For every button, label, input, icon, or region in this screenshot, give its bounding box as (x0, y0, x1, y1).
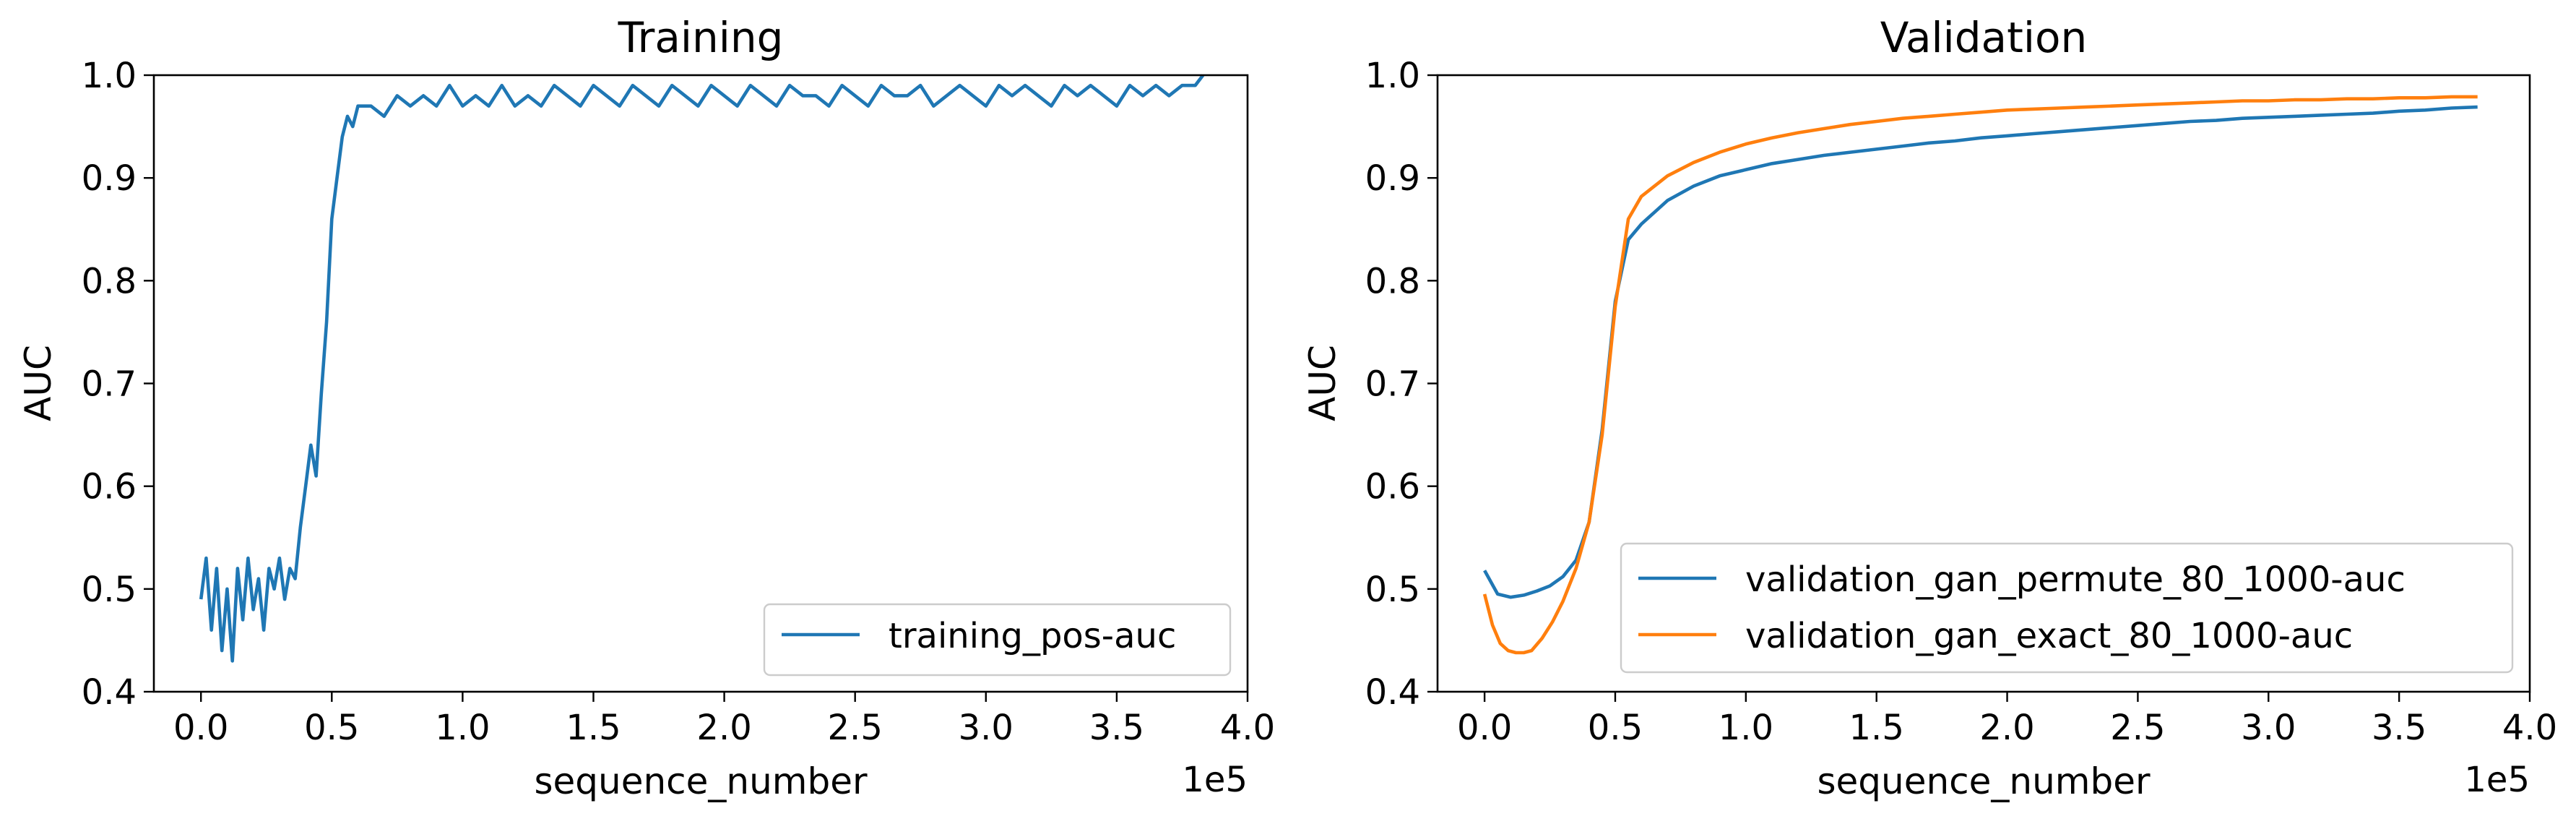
training-yticks: 0.4 0.5 0.6 0.7 0.8 0.9 1.0 (82, 56, 154, 713)
validation-ytick-label: 0.5 (1365, 570, 1420, 610)
training-title: Training (618, 13, 784, 62)
validation-ytick-label: 0.4 (1365, 672, 1420, 713)
validation-legend-label-1: validation_gan_exact_80_1000-auc (1745, 616, 2353, 656)
validation-xtick-label: 1.5 (1849, 708, 1904, 748)
validation-yticks: 0.4 0.5 0.6 0.7 0.8 0.9 1.0 (1365, 56, 1438, 713)
validation-x-offset-label: 1e5 (2464, 760, 2530, 800)
validation-legend-label-0: validation_gan_permute_80_1000-auc (1745, 559, 2406, 600)
training-ytick-label: 0.7 (82, 364, 137, 405)
validation-xtick-label: 0.5 (1588, 708, 1643, 748)
training-xtick-label: 4.0 (1220, 708, 1275, 748)
training-plot-area (152, 74, 1249, 693)
training-ytick-label: 0.6 (82, 467, 137, 507)
validation-xtick-label: 3.0 (2241, 708, 2296, 748)
validation-x-axis-label: sequence_number (1817, 760, 2151, 802)
training-panel: Training 0.0 0.5 1.0 1.5 2.0 2.5 3.0 3.5 4.0 0.4… (17, 13, 1275, 802)
training-legend-label-0: training_pos-auc (889, 616, 1176, 656)
validation-ytick-label: 0.7 (1365, 364, 1420, 405)
validation-ytick-label: 0.9 (1365, 158, 1420, 199)
validation-xtick-label: 2.5 (2110, 708, 2165, 748)
validation-ytick-label: 0.6 (1365, 467, 1420, 507)
validation-series-layer (1482, 95, 2478, 655)
training-y-axis-label: AUC (17, 345, 59, 421)
training-xtick-label: 1.0 (435, 708, 490, 748)
training-xtick-label: 2.5 (828, 708, 883, 748)
training-x-axis-label: sequence_number (534, 760, 868, 802)
training-xtick-label: 0.0 (173, 708, 228, 748)
training-xtick-label: 3.5 (1089, 708, 1144, 748)
training-series-0-line (199, 74, 1205, 663)
validation-panel: Validation 0.0 0.5 1.0 1.5 2.0 2.5 3.0 3.5 4.0 0… (1302, 13, 2557, 802)
validation-xtick-label: 1.0 (1719, 708, 1773, 748)
training-xtick-label: 3.0 (959, 708, 1013, 748)
training-legend: training_pos-auc (763, 603, 1232, 677)
training-ytick-label: 0.4 (82, 672, 137, 713)
validation-series-0-line (1483, 105, 2478, 599)
training-axes-frame (152, 74, 1249, 693)
validation-legend: validation_gan_permute_80_1000-auc valid… (1620, 542, 2514, 674)
validation-series-1-line (1482, 95, 2478, 655)
training-ytick-label: 1.0 (82, 56, 137, 96)
training-ytick-label: 0.5 (82, 570, 137, 610)
training-x-offset-label: 1e5 (1182, 760, 1248, 800)
training-ytick-label: 0.9 (82, 158, 137, 199)
training-xtick-label: 0.5 (304, 708, 359, 748)
training-xtick-label: 2.0 (696, 708, 751, 748)
validation-xtick-label: 0.0 (1457, 708, 1512, 748)
validation-ytick-label: 0.8 (1365, 261, 1420, 301)
validation-xtick-label: 3.5 (2372, 708, 2426, 748)
validation-xtick-label: 2.0 (1979, 708, 2034, 748)
validation-y-axis-label: AUC (1302, 345, 1344, 421)
validation-xticks: 0.0 0.5 1.0 1.5 2.0 2.5 3.0 3.5 4.0 (1457, 692, 2557, 748)
validation-plot-area (1436, 74, 2531, 693)
validation-ytick-label: 1.0 (1365, 56, 1420, 96)
training-xticks: 0.0 0.5 1.0 1.5 2.0 2.5 3.0 3.5 4.0 (173, 692, 1275, 748)
validation-xtick-label: 4.0 (2502, 708, 2557, 748)
training-xtick-label: 1.5 (566, 708, 621, 748)
training-ytick-label: 0.8 (82, 261, 137, 301)
training-series-layer (199, 74, 1205, 663)
validation-title: Validation (1880, 13, 2087, 62)
validation-legend-box (1620, 542, 2514, 674)
training-legend-box (763, 603, 1232, 677)
